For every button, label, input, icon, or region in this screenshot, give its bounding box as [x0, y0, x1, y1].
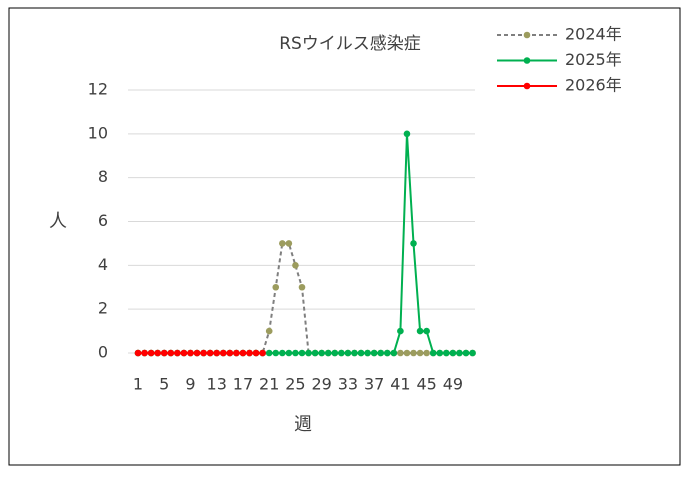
- y-tick-label: 4: [98, 255, 108, 274]
- data-point: [265, 349, 273, 357]
- data-point: [469, 349, 476, 357]
- data-point: [351, 349, 358, 357]
- data-point: [364, 349, 371, 357]
- data-point: [344, 349, 352, 357]
- data-point: [383, 349, 391, 357]
- data-point: [141, 349, 148, 357]
- data-point: [305, 349, 312, 357]
- data-point: [154, 349, 161, 357]
- x-tick-label: 13: [207, 375, 227, 394]
- data-point: [397, 327, 404, 335]
- legend-marker: [523, 57, 531, 64]
- data-point: [279, 240, 286, 247]
- x-tick-label: 41: [390, 375, 410, 394]
- data-point: [324, 349, 332, 357]
- data-point: [390, 349, 398, 357]
- data-point: [200, 349, 207, 357]
- x-tick-label: 49: [443, 375, 463, 394]
- data-point: [403, 130, 411, 138]
- data-point: [193, 349, 201, 357]
- chart-title: RSウイルス感染症: [279, 34, 421, 54]
- data-point: [174, 349, 181, 357]
- data-point: [410, 240, 417, 247]
- data-point: [219, 349, 227, 357]
- data-point: [410, 349, 417, 357]
- legend-label: 2026年: [565, 76, 622, 95]
- x-tick-label: 33: [338, 375, 358, 394]
- x-tick-label: 9: [185, 375, 195, 394]
- y-tick-label: 10: [88, 123, 108, 142]
- x-axis-label: 週: [294, 414, 312, 435]
- data-point: [456, 349, 463, 357]
- data-point: [246, 349, 253, 357]
- legend-label: 2024年: [565, 25, 622, 44]
- data-point: [436, 349, 444, 357]
- legend-marker: [523, 31, 531, 39]
- data-point: [338, 349, 345, 357]
- data-point: [403, 349, 411, 357]
- data-point: [180, 349, 188, 357]
- data-point: [397, 349, 404, 357]
- x-tick-label: 25: [285, 375, 305, 394]
- data-point: [187, 349, 194, 357]
- data-point: [429, 349, 437, 357]
- data-point: [233, 349, 240, 357]
- data-point: [213, 349, 221, 357]
- y-axis-label: 人: [49, 211, 67, 232]
- data-point: [423, 327, 430, 335]
- data-point: [272, 283, 280, 291]
- x-tick-label: 21: [259, 375, 279, 394]
- data-point: [292, 349, 299, 357]
- data-point: [285, 349, 293, 357]
- data-point: [318, 349, 325, 357]
- x-tick-label: 1: [133, 375, 143, 394]
- legend-marker: [523, 82, 531, 90]
- data-point: [252, 349, 260, 357]
- data-point: [206, 349, 214, 357]
- y-tick-label: 6: [98, 211, 108, 230]
- data-point: [311, 349, 319, 357]
- data-point: [147, 349, 155, 357]
- data-point: [259, 349, 266, 357]
- data-point: [377, 349, 385, 357]
- data-point: [298, 283, 306, 291]
- data-point: [160, 349, 168, 357]
- data-point: [272, 349, 280, 357]
- x-tick-label: 29: [312, 375, 332, 394]
- data-point: [331, 349, 339, 357]
- y-tick-label: 12: [88, 80, 108, 99]
- x-tick-label: 37: [364, 375, 384, 394]
- data-point: [134, 349, 142, 357]
- legend-label: 2025年: [565, 50, 622, 69]
- data-point: [265, 327, 273, 335]
- data-point: [167, 349, 175, 357]
- y-tick-label: 2: [98, 299, 108, 318]
- data-point: [449, 349, 457, 357]
- y-tick-label: 8: [98, 167, 108, 186]
- y-tick-label: 0: [98, 343, 108, 362]
- data-point: [462, 349, 470, 357]
- data-point: [416, 327, 424, 335]
- data-point: [416, 349, 424, 357]
- x-tick-label: 5: [159, 375, 169, 394]
- data-point: [279, 349, 286, 357]
- data-point: [298, 349, 306, 357]
- data-point: [443, 349, 450, 357]
- data-point: [370, 349, 378, 357]
- data-point: [357, 349, 365, 357]
- x-tick-label: 17: [233, 375, 253, 394]
- x-tick-label: 45: [416, 375, 436, 394]
- data-point: [285, 240, 293, 247]
- frame: [8, 7, 681, 466]
- data-point: [239, 349, 247, 357]
- data-point: [423, 349, 430, 357]
- data-point: [226, 349, 234, 357]
- data-point: [292, 262, 299, 269]
